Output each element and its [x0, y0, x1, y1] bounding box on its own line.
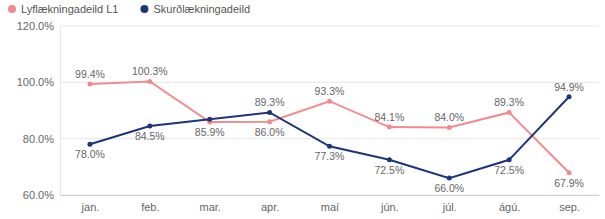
point [387, 157, 392, 162]
tick: apr. [261, 201, 279, 213]
tick-label: maí [321, 201, 339, 213]
data-label: 77.3% [315, 150, 345, 162]
data-label: 89.3% [494, 96, 524, 108]
data-label: 84.5% [135, 130, 165, 142]
point [447, 176, 452, 181]
data-label: 85.9% [195, 126, 225, 138]
point [207, 117, 212, 122]
tick: júl. [442, 201, 457, 213]
legend-item: Skurðlækningadeild [140, 3, 250, 15]
point [147, 79, 152, 84]
tick-label: feb. [141, 201, 159, 213]
tick-label: apr. [261, 201, 279, 213]
data-label: 84.1% [374, 111, 404, 123]
tick: 60.0% [23, 189, 60, 201]
tick: 80.0% [23, 133, 60, 145]
tick: mar. [200, 201, 221, 213]
tick-label: 60.0% [23, 189, 54, 201]
tick-label: 100.0% [17, 76, 55, 88]
data-label: 72.5% [374, 164, 404, 176]
legend-label: Skurðlækningadeild [153, 3, 250, 15]
point [507, 157, 512, 162]
tick-label: jún. [380, 201, 399, 213]
data-label: 67.9% [554, 177, 584, 189]
data-label: 89.3% [255, 96, 285, 108]
axis-line [60, 27, 61, 196]
point [567, 94, 572, 99]
series-line [90, 81, 569, 172]
data-label: 78.0% [75, 148, 105, 160]
series-line [90, 97, 569, 178]
point [387, 125, 392, 130]
tick: 120.0% [17, 20, 60, 32]
point [327, 99, 332, 104]
legend: Lyflækningadeild L1 Skurðlækningadeild [8, 3, 250, 15]
tick-label: sep. [559, 201, 580, 213]
data-label: 86.0% [255, 126, 285, 138]
tick: feb. [141, 201, 159, 213]
grid [60, 26, 599, 195]
tick-label: 120.0% [17, 20, 55, 32]
tick: sep. [559, 201, 580, 213]
point [507, 110, 512, 115]
tick: ágú. [499, 201, 520, 213]
data-label: 72.5% [494, 164, 524, 176]
point [87, 142, 92, 147]
x-axis: jan. feb. mar. apr. maí jún. júl. ágú. sep. [61, 196, 600, 213]
legend-item: Lyflækningadeild L1 [8, 3, 118, 15]
data-label: 84.0% [434, 111, 464, 123]
point [567, 170, 572, 175]
point [87, 82, 92, 87]
tick-label: ágú. [499, 201, 520, 213]
y-axis: 60.0% 80.0% 100.0% 120.0% [17, 20, 61, 201]
axis-line [61, 195, 600, 196]
tick-label: júl. [442, 201, 457, 213]
data-label: 99.4% [75, 68, 105, 80]
tick: maí [321, 201, 339, 213]
grid-line [60, 26, 599, 27]
data-label: 66.0% [434, 182, 464, 194]
data-label: 93.3% [315, 85, 345, 97]
point [147, 123, 152, 128]
legend-label: Lyflækningadeild L1 [21, 3, 118, 15]
point [267, 119, 272, 124]
tick-label: mar. [200, 201, 221, 213]
legend-swatch [8, 5, 16, 13]
tick-label: 80.0% [23, 133, 54, 145]
tick: jún. [380, 201, 399, 213]
tick: jan. [81, 201, 100, 213]
tick-label: jan. [81, 201, 100, 213]
point [447, 125, 452, 130]
data-labels: 99.4% 100.3% 85.9% 86.0% 93.3% 84.1% 84.0% 89.3… [75, 65, 584, 194]
data-label: 100.3% [132, 65, 168, 77]
plot-area [87, 79, 571, 181]
data-label: 94.9% [554, 81, 584, 93]
tick: 100.0% [17, 76, 60, 88]
point [327, 144, 332, 149]
grid-line [60, 195, 599, 196]
point [267, 110, 272, 115]
chart: 60.0% 80.0% 100.0% 120.0% jan. feb. mar. apr. ma… [0, 0, 605, 219]
legend-swatch [140, 5, 148, 13]
